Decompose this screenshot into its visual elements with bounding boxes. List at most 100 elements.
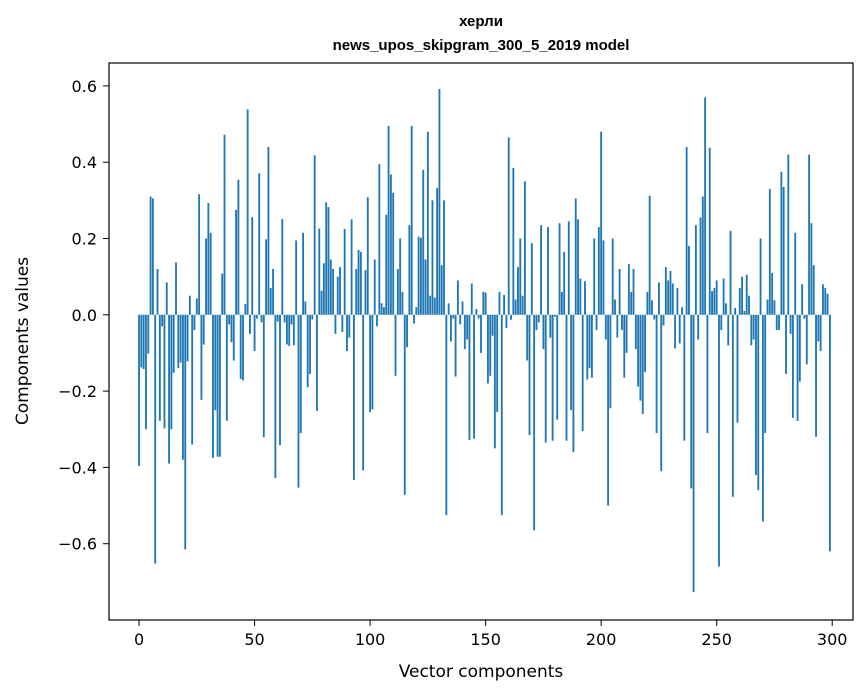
- bar-140: [461, 301, 464, 315]
- bar-164: [517, 267, 519, 315]
- bar-145: [473, 314, 475, 439]
- y-axis-ticks: −0.6 −0.4 −0.2 0.0 0.2 0.4 0.6: [58, 77, 109, 554]
- bar-114: [401, 291, 404, 315]
- bar-165: [519, 238, 522, 315]
- bar-242: [697, 314, 700, 340]
- bar-64: [285, 314, 288, 345]
- bar-264: [748, 295, 750, 315]
- bar-175: [542, 314, 545, 350]
- bar-23: [191, 314, 194, 445]
- bar-227: [662, 314, 665, 326]
- bar-290: [808, 154, 811, 315]
- bar-176: [544, 314, 547, 443]
- bar-94: [355, 269, 358, 315]
- bar-27: [200, 314, 203, 400]
- bar-152: [489, 314, 492, 376]
- bar-249: [713, 288, 716, 315]
- bar-46: [244, 304, 247, 315]
- bar-214: [632, 269, 635, 315]
- bar-30: [207, 203, 210, 315]
- bar-222: [651, 300, 653, 315]
- bar-245: [704, 97, 707, 315]
- bar-8: [156, 269, 159, 315]
- bar-204: [609, 314, 612, 409]
- bar-58: [272, 269, 274, 315]
- bar-13: [168, 314, 170, 464]
- bar-269: [759, 238, 762, 315]
- bar-266: [752, 314, 755, 340]
- bar-103: [376, 314, 378, 327]
- bar-87: [339, 267, 341, 315]
- bar-37: [223, 134, 226, 315]
- bar-3: [145, 314, 147, 430]
- bar-56: [267, 146, 270, 315]
- bar-255: [727, 314, 730, 346]
- bar-135: [450, 314, 452, 342]
- x-axis-label: Vector components: [399, 662, 564, 682]
- bar-270: [761, 314, 764, 522]
- bar-117: [408, 225, 411, 315]
- bar-88: [341, 314, 344, 332]
- bar-224: [655, 314, 658, 434]
- bar-243: [699, 217, 702, 315]
- bar-19: [182, 314, 184, 460]
- bar-39: [228, 314, 231, 325]
- bar-183: [560, 291, 563, 315]
- bar-207: [616, 314, 619, 338]
- bar-241: [694, 225, 697, 315]
- bar-260: [738, 288, 741, 315]
- bar-184: [563, 251, 566, 315]
- bar-101: [371, 314, 374, 410]
- bar-75: [311, 314, 314, 320]
- bar-96: [359, 251, 362, 315]
- bar-275: [773, 300, 776, 315]
- bar-150: [484, 292, 487, 315]
- bar-6: [151, 198, 154, 315]
- bar-281: [787, 154, 790, 315]
- bar-55: [265, 239, 268, 315]
- bar-258: [734, 307, 737, 315]
- bar-229: [667, 280, 670, 315]
- bar-168: [526, 314, 529, 361]
- bar-134: [447, 303, 450, 315]
- bar-171: [533, 314, 536, 531]
- bar-33: [214, 314, 217, 411]
- y-tick-label: 0.4: [72, 153, 97, 172]
- bar-127: [431, 200, 434, 315]
- bar-89: [343, 228, 346, 315]
- bar-189: [574, 198, 577, 315]
- bar-195: [588, 314, 591, 369]
- bars-group: [138, 88, 831, 593]
- x-axis-ticks: 0 50 100 150 200 250 300: [134, 620, 847, 649]
- bar-137: [454, 314, 457, 377]
- bar-285: [796, 314, 799, 421]
- bar-298: [826, 293, 829, 315]
- bar-251: [718, 314, 720, 567]
- bar-288: [803, 314, 806, 319]
- bar-231: [671, 283, 674, 315]
- bar-252: [720, 314, 723, 331]
- bar-143: [468, 314, 471, 440]
- bar-71: [302, 232, 305, 315]
- bar-205: [611, 238, 614, 315]
- bar-61: [279, 314, 281, 446]
- plot-area-frame: [108, 62, 854, 621]
- bar-31: [209, 232, 212, 315]
- bar-276: [775, 314, 778, 331]
- chart-title: херли: [459, 13, 503, 30]
- bar-188: [572, 314, 575, 453]
- bar-70: [299, 314, 302, 434]
- bar-91: [348, 314, 351, 338]
- bar-299: [828, 314, 831, 552]
- bar-130: [438, 88, 441, 315]
- bar-238: [688, 246, 690, 315]
- bar-41: [232, 314, 235, 361]
- bar-256: [729, 230, 732, 315]
- bar-14: [170, 314, 173, 430]
- bar-170: [530, 243, 533, 315]
- bar-280: [785, 314, 787, 374]
- bar-60: [276, 314, 279, 322]
- bar-235: [681, 307, 683, 315]
- bar-138: [456, 280, 459, 315]
